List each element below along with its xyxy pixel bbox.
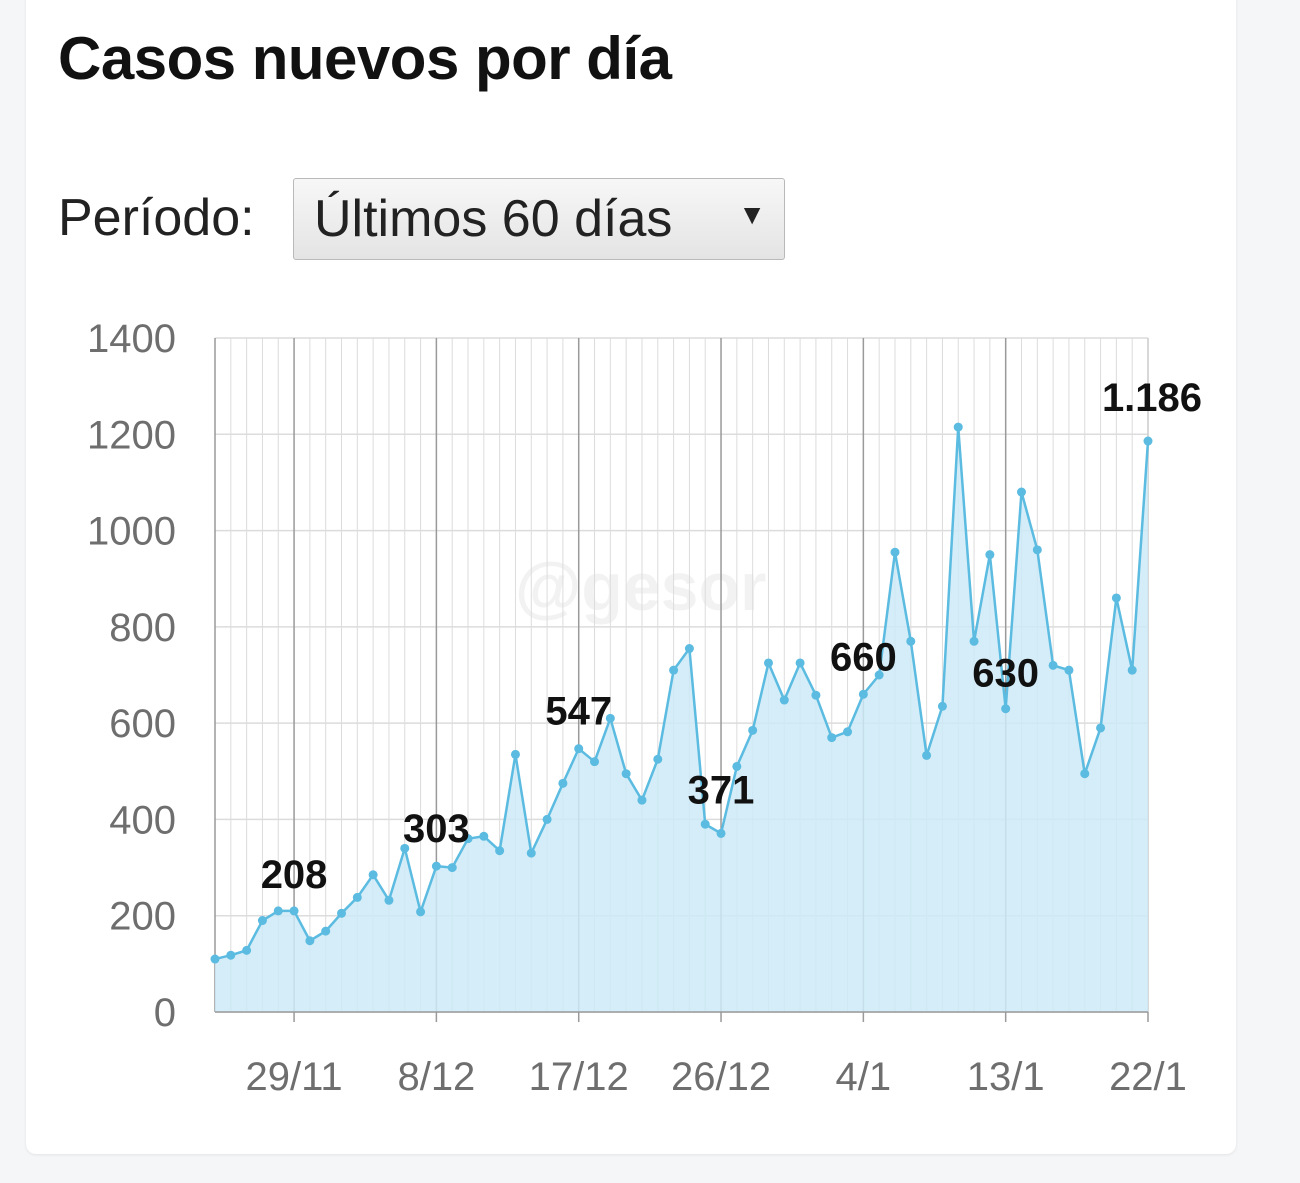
data-point xyxy=(210,954,220,964)
data-point xyxy=(495,846,505,856)
data-label: 208 xyxy=(261,853,328,897)
data-point xyxy=(969,636,979,646)
data-point xyxy=(985,550,995,560)
data-point xyxy=(321,926,331,936)
dropdown-arrow-icon: ▼ xyxy=(738,199,766,230)
data-point xyxy=(858,689,868,699)
data-point xyxy=(732,761,742,771)
x-tick-label: 17/12 xyxy=(529,1055,629,1099)
data-point xyxy=(1032,545,1042,555)
data-point xyxy=(479,831,489,841)
data-point xyxy=(890,547,900,557)
data-label: 371 xyxy=(688,768,755,812)
data-point xyxy=(590,757,600,767)
data-point xyxy=(1016,487,1026,497)
data-point xyxy=(795,658,805,668)
data-point xyxy=(1127,665,1137,675)
y-tick-label: 200 xyxy=(109,895,176,939)
data-label: 1.186 xyxy=(1102,376,1202,420)
data-point xyxy=(922,750,932,760)
series-line xyxy=(214,425,1150,961)
data-point xyxy=(384,895,394,905)
data-point xyxy=(368,870,378,880)
data-point xyxy=(811,690,821,700)
y-tick-label: 0 xyxy=(154,991,176,1035)
data-point xyxy=(289,906,299,916)
data-point xyxy=(669,665,679,675)
watermark: @gesor xyxy=(515,549,767,625)
data-point xyxy=(574,744,584,754)
data-point xyxy=(431,861,441,871)
x-tick-label: 4/1 xyxy=(836,1055,892,1099)
data-point xyxy=(779,695,789,705)
x-tick-label: 26/12 xyxy=(671,1055,771,1099)
y-tick-label: 1200 xyxy=(87,413,176,457)
data-point xyxy=(558,778,568,788)
data-label: 630 xyxy=(972,652,1039,696)
x-tick-label: 22/1 xyxy=(1109,1055,1187,1099)
data-point xyxy=(621,769,631,779)
data-point xyxy=(700,819,710,829)
period-select[interactable]: Últimos 60 días ▼ xyxy=(293,178,785,260)
data-point xyxy=(242,945,252,955)
data-label: 303 xyxy=(403,807,470,851)
data-point xyxy=(1096,723,1106,733)
data-point xyxy=(463,834,473,844)
data-point xyxy=(763,658,773,668)
data-point xyxy=(1143,436,1153,446)
data-point xyxy=(447,863,457,873)
data-point xyxy=(637,795,647,805)
x-tick-label: 29/11 xyxy=(245,1055,342,1099)
data-point xyxy=(226,950,236,960)
period-label: Período: xyxy=(58,189,255,247)
y-tick-label: 600 xyxy=(109,702,176,746)
data-point xyxy=(510,749,520,759)
data-point xyxy=(874,670,884,680)
data-point xyxy=(827,733,837,743)
data-point xyxy=(906,636,916,646)
y-tick-label: 1000 xyxy=(87,510,176,554)
data-point xyxy=(716,828,726,838)
data-point xyxy=(1064,665,1074,675)
data-point xyxy=(1048,660,1058,670)
data-point xyxy=(937,701,947,711)
data-point xyxy=(605,713,615,723)
data-point xyxy=(1111,593,1121,603)
data-point xyxy=(400,843,410,853)
page-title: Casos nuevos por día xyxy=(58,25,672,92)
data-point xyxy=(337,908,347,918)
y-tick-label: 400 xyxy=(109,798,176,842)
data-point xyxy=(684,644,694,654)
data-point xyxy=(653,754,663,764)
data-point xyxy=(748,725,758,735)
data-point xyxy=(526,848,536,858)
x-tick-label: 13/1 xyxy=(967,1055,1045,1099)
data-point xyxy=(416,907,426,917)
data-point xyxy=(1080,769,1090,779)
data-label: 660 xyxy=(830,635,897,679)
x-tick-label: 8/12 xyxy=(397,1055,475,1099)
data-point xyxy=(352,892,362,902)
data-point xyxy=(953,422,963,432)
data-label: 547 xyxy=(545,690,612,734)
data-point xyxy=(1001,704,1011,714)
data-point xyxy=(257,916,267,926)
data-point xyxy=(305,936,315,946)
period-selected-value: Últimos 60 días xyxy=(314,190,673,248)
area-fill xyxy=(215,427,1148,1012)
y-tick-label: 800 xyxy=(109,606,176,650)
data-point xyxy=(843,727,853,737)
data-point xyxy=(273,906,283,916)
data-point xyxy=(542,814,552,824)
y-tick-label: 1400 xyxy=(87,317,176,361)
